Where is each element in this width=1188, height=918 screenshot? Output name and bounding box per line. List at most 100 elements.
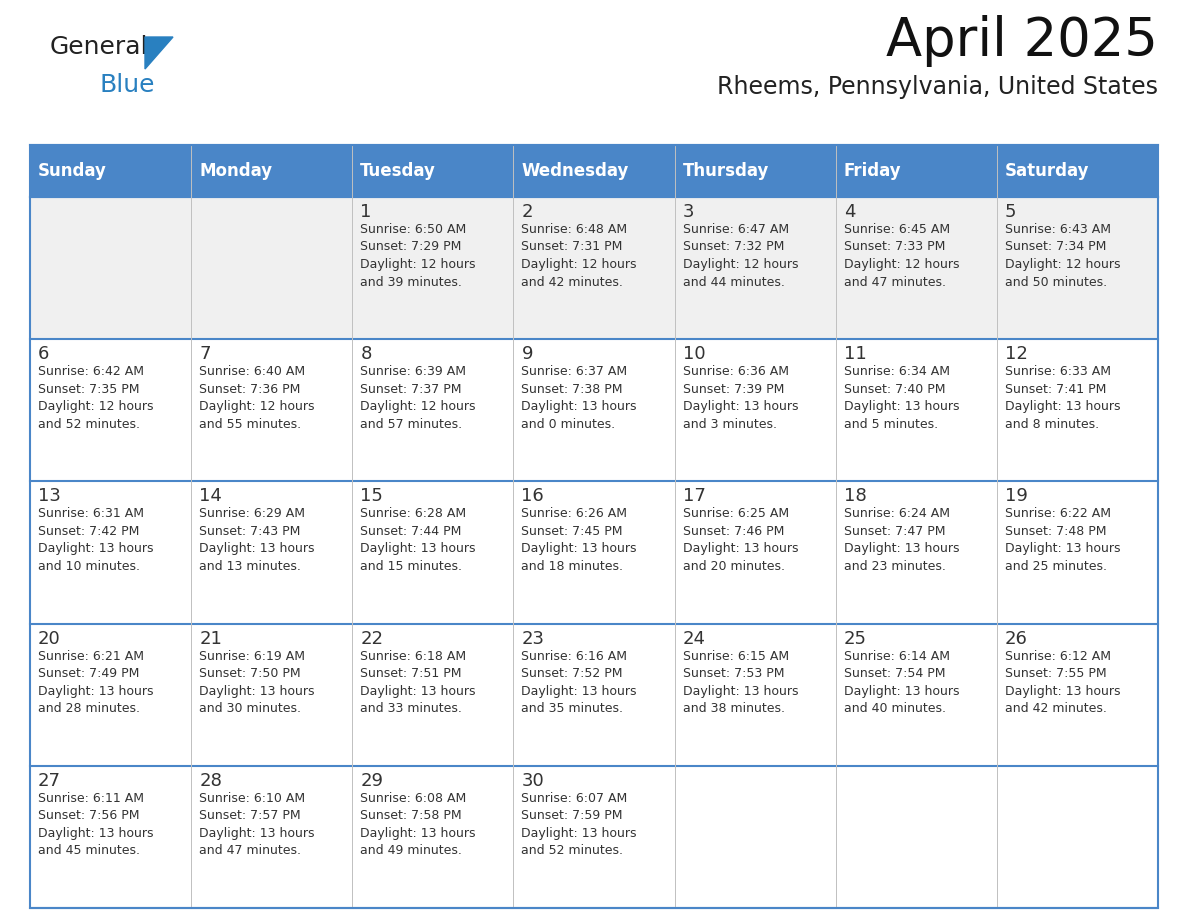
Text: 22: 22 [360, 630, 384, 647]
Bar [353, 766, 513, 908]
Bar [513, 481, 675, 623]
Bar [30, 766, 191, 908]
Bar [997, 145, 1158, 197]
Text: 24: 24 [683, 630, 706, 647]
Bar [353, 623, 513, 766]
Text: Sunrise: 6:16 AM
Sunset: 7:52 PM
Daylight: 13 hours
and 35 minutes.: Sunrise: 6:16 AM Sunset: 7:52 PM Dayligh… [522, 650, 637, 715]
Text: 4: 4 [843, 203, 855, 221]
Text: Sunrise: 6:48 AM
Sunset: 7:31 PM
Daylight: 12 hours
and 42 minutes.: Sunrise: 6:48 AM Sunset: 7:31 PM Dayligh… [522, 223, 637, 288]
Bar [191, 339, 353, 481]
Text: Sunrise: 6:45 AM
Sunset: 7:33 PM
Daylight: 12 hours
and 47 minutes.: Sunrise: 6:45 AM Sunset: 7:33 PM Dayligh… [843, 223, 959, 288]
Bar [675, 766, 835, 908]
Text: 21: 21 [200, 630, 222, 647]
Text: 6: 6 [38, 345, 50, 364]
Text: Sunrise: 6:47 AM
Sunset: 7:32 PM
Daylight: 12 hours
and 44 minutes.: Sunrise: 6:47 AM Sunset: 7:32 PM Dayligh… [683, 223, 798, 288]
Text: Sunday: Sunday [38, 162, 107, 180]
Text: Saturday: Saturday [1005, 162, 1089, 180]
Text: Wednesday: Wednesday [522, 162, 628, 180]
Bar [353, 197, 513, 339]
Text: Sunrise: 6:36 AM
Sunset: 7:39 PM
Daylight: 13 hours
and 3 minutes.: Sunrise: 6:36 AM Sunset: 7:39 PM Dayligh… [683, 365, 798, 431]
Text: 12: 12 [1005, 345, 1028, 364]
Bar [513, 197, 675, 339]
Text: 29: 29 [360, 772, 384, 789]
Text: Sunrise: 6:19 AM
Sunset: 7:50 PM
Daylight: 13 hours
and 30 minutes.: Sunrise: 6:19 AM Sunset: 7:50 PM Dayligh… [200, 650, 315, 715]
Bar [191, 766, 353, 908]
Bar [675, 197, 835, 339]
Text: 19: 19 [1005, 487, 1028, 506]
Bar [997, 481, 1158, 623]
Text: Sunrise: 6:28 AM
Sunset: 7:44 PM
Daylight: 13 hours
and 15 minutes.: Sunrise: 6:28 AM Sunset: 7:44 PM Dayligh… [360, 508, 475, 573]
Bar [191, 197, 353, 339]
Text: 30: 30 [522, 772, 544, 789]
Bar [997, 197, 1158, 339]
Text: Sunrise: 6:42 AM
Sunset: 7:35 PM
Daylight: 12 hours
and 52 minutes.: Sunrise: 6:42 AM Sunset: 7:35 PM Dayligh… [38, 365, 153, 431]
Bar [513, 623, 675, 766]
Polygon shape [145, 37, 173, 69]
Text: 8: 8 [360, 345, 372, 364]
Text: Sunrise: 6:12 AM
Sunset: 7:55 PM
Daylight: 13 hours
and 42 minutes.: Sunrise: 6:12 AM Sunset: 7:55 PM Dayligh… [1005, 650, 1120, 715]
Text: 1: 1 [360, 203, 372, 221]
Bar [191, 623, 353, 766]
Bar [353, 339, 513, 481]
Text: Friday: Friday [843, 162, 902, 180]
Text: Sunrise: 6:29 AM
Sunset: 7:43 PM
Daylight: 13 hours
and 13 minutes.: Sunrise: 6:29 AM Sunset: 7:43 PM Dayligh… [200, 508, 315, 573]
Bar [513, 339, 675, 481]
Text: Sunrise: 6:11 AM
Sunset: 7:56 PM
Daylight: 13 hours
and 45 minutes.: Sunrise: 6:11 AM Sunset: 7:56 PM Dayligh… [38, 792, 153, 857]
Text: 20: 20 [38, 630, 61, 647]
Text: April 2025: April 2025 [886, 15, 1158, 67]
Text: Sunrise: 6:07 AM
Sunset: 7:59 PM
Daylight: 13 hours
and 52 minutes.: Sunrise: 6:07 AM Sunset: 7:59 PM Dayligh… [522, 792, 637, 857]
Bar [835, 339, 997, 481]
Bar [997, 339, 1158, 481]
Text: 11: 11 [843, 345, 866, 364]
Bar [191, 145, 353, 197]
Bar [835, 481, 997, 623]
Text: Sunrise: 6:15 AM
Sunset: 7:53 PM
Daylight: 13 hours
and 38 minutes.: Sunrise: 6:15 AM Sunset: 7:53 PM Dayligh… [683, 650, 798, 715]
Text: 17: 17 [683, 487, 706, 506]
Text: Rheems, Pennsylvania, United States: Rheems, Pennsylvania, United States [718, 75, 1158, 99]
Text: 23: 23 [522, 630, 544, 647]
Bar [675, 145, 835, 197]
Text: 9: 9 [522, 345, 533, 364]
Text: Sunrise: 6:40 AM
Sunset: 7:36 PM
Daylight: 12 hours
and 55 minutes.: Sunrise: 6:40 AM Sunset: 7:36 PM Dayligh… [200, 365, 315, 431]
Bar [997, 766, 1158, 908]
Bar [191, 481, 353, 623]
Text: 28: 28 [200, 772, 222, 789]
Text: General: General [50, 35, 148, 59]
Bar [30, 623, 191, 766]
Text: 5: 5 [1005, 203, 1017, 221]
Bar [835, 145, 997, 197]
Bar [30, 197, 191, 339]
Text: Tuesday: Tuesday [360, 162, 436, 180]
Bar [675, 339, 835, 481]
Text: Blue: Blue [100, 73, 156, 97]
Text: Sunrise: 6:43 AM
Sunset: 7:34 PM
Daylight: 12 hours
and 50 minutes.: Sunrise: 6:43 AM Sunset: 7:34 PM Dayligh… [1005, 223, 1120, 288]
Text: Monday: Monday [200, 162, 272, 180]
Text: 3: 3 [683, 203, 694, 221]
Text: Sunrise: 6:14 AM
Sunset: 7:54 PM
Daylight: 13 hours
and 40 minutes.: Sunrise: 6:14 AM Sunset: 7:54 PM Dayligh… [843, 650, 959, 715]
Bar [835, 197, 997, 339]
Text: Thursday: Thursday [683, 162, 769, 180]
Bar [675, 623, 835, 766]
Bar [30, 339, 191, 481]
Text: 26: 26 [1005, 630, 1028, 647]
Text: Sunrise: 6:10 AM
Sunset: 7:57 PM
Daylight: 13 hours
and 47 minutes.: Sunrise: 6:10 AM Sunset: 7:57 PM Dayligh… [200, 792, 315, 857]
Text: 7: 7 [200, 345, 210, 364]
Text: 27: 27 [38, 772, 61, 789]
Bar [353, 481, 513, 623]
Text: 2: 2 [522, 203, 533, 221]
Bar [513, 145, 675, 197]
Text: Sunrise: 6:39 AM
Sunset: 7:37 PM
Daylight: 12 hours
and 57 minutes.: Sunrise: 6:39 AM Sunset: 7:37 PM Dayligh… [360, 365, 475, 431]
Bar [835, 623, 997, 766]
Text: Sunrise: 6:25 AM
Sunset: 7:46 PM
Daylight: 13 hours
and 20 minutes.: Sunrise: 6:25 AM Sunset: 7:46 PM Dayligh… [683, 508, 798, 573]
Text: 16: 16 [522, 487, 544, 506]
Bar [997, 623, 1158, 766]
Text: Sunrise: 6:21 AM
Sunset: 7:49 PM
Daylight: 13 hours
and 28 minutes.: Sunrise: 6:21 AM Sunset: 7:49 PM Dayligh… [38, 650, 153, 715]
Text: Sunrise: 6:50 AM
Sunset: 7:29 PM
Daylight: 12 hours
and 39 minutes.: Sunrise: 6:50 AM Sunset: 7:29 PM Dayligh… [360, 223, 475, 288]
Bar [30, 145, 191, 197]
Text: Sunrise: 6:26 AM
Sunset: 7:45 PM
Daylight: 13 hours
and 18 minutes.: Sunrise: 6:26 AM Sunset: 7:45 PM Dayligh… [522, 508, 637, 573]
Text: Sunrise: 6:24 AM
Sunset: 7:47 PM
Daylight: 13 hours
and 23 minutes.: Sunrise: 6:24 AM Sunset: 7:47 PM Dayligh… [843, 508, 959, 573]
Text: Sunrise: 6:34 AM
Sunset: 7:40 PM
Daylight: 13 hours
and 5 minutes.: Sunrise: 6:34 AM Sunset: 7:40 PM Dayligh… [843, 365, 959, 431]
Bar [30, 145, 1158, 908]
Text: Sunrise: 6:33 AM
Sunset: 7:41 PM
Daylight: 13 hours
and 8 minutes.: Sunrise: 6:33 AM Sunset: 7:41 PM Dayligh… [1005, 365, 1120, 431]
Bar [675, 481, 835, 623]
